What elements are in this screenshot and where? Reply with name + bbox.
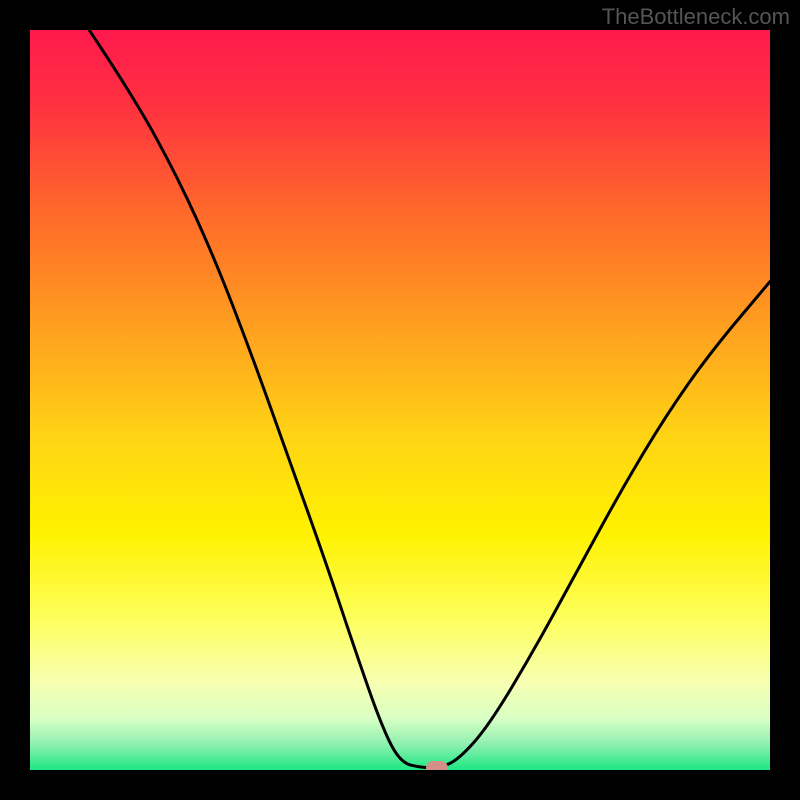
gradient-background — [30, 30, 770, 770]
bottleneck-marker — [426, 761, 448, 770]
watermark-text: TheBottleneck.com — [602, 4, 790, 30]
plot-area — [30, 30, 770, 770]
